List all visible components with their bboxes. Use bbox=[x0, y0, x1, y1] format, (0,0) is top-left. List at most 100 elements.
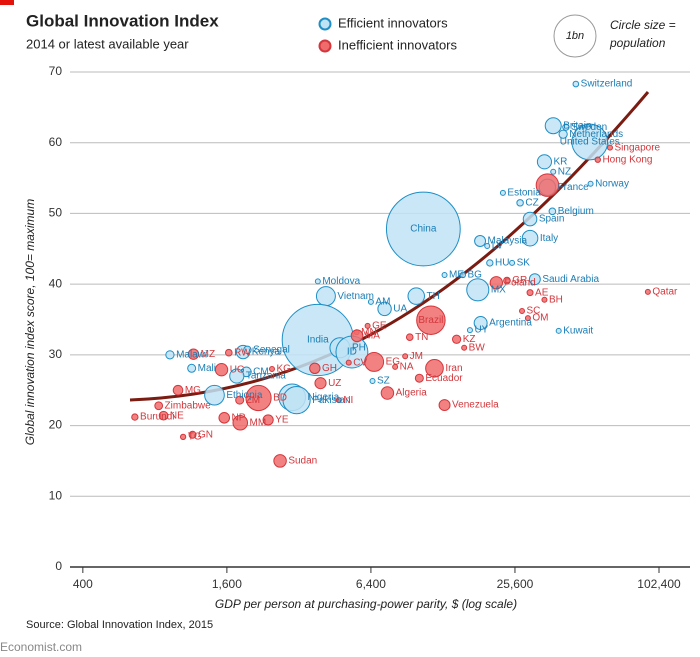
point-label: Switzerland bbox=[581, 79, 633, 90]
legend-marker bbox=[318, 17, 332, 31]
size-legend-label: 1bn bbox=[566, 30, 584, 42]
bubble bbox=[172, 384, 184, 396]
point-label: Singapore bbox=[615, 142, 661, 153]
point-label: ZM bbox=[246, 395, 260, 406]
bubble bbox=[350, 329, 364, 343]
point-label: Kuwait bbox=[563, 325, 593, 336]
point-label: NE bbox=[170, 410, 184, 421]
y-tick-label: 40 bbox=[49, 276, 63, 290]
bubble bbox=[461, 344, 468, 351]
grid: 0 10 20 30 40 50 60 70 400 1,600 6,400 25,600 102,40… bbox=[49, 64, 690, 591]
point-label: Pakistan bbox=[312, 395, 350, 406]
point-label: JM bbox=[410, 351, 423, 362]
point-label: Nigeria bbox=[307, 392, 339, 403]
point-label: UZ bbox=[328, 378, 341, 389]
point-label: Mali bbox=[198, 363, 216, 374]
y-tick-label: 50 bbox=[49, 206, 63, 220]
bubble bbox=[245, 384, 272, 412]
bubble bbox=[392, 363, 399, 370]
bubble bbox=[385, 191, 461, 267]
point-label: ME bbox=[449, 270, 464, 281]
point-label: Malawi bbox=[176, 349, 207, 360]
point-label: Poland bbox=[505, 277, 536, 288]
bubble bbox=[335, 397, 342, 404]
point-label: MX bbox=[491, 284, 506, 295]
point-label: GN bbox=[198, 429, 213, 440]
bubble bbox=[524, 315, 531, 322]
point-label: China bbox=[410, 224, 437, 235]
y-tick-label: 30 bbox=[49, 347, 63, 361]
brand-bar bbox=[0, 0, 14, 5]
point-label: Saudi Arabia bbox=[542, 274, 599, 285]
point-label: HU bbox=[495, 258, 509, 269]
bubble bbox=[473, 316, 488, 331]
x-axis-label: GDP per person at purchasing-power parit… bbox=[215, 597, 517, 611]
point-label: Venezuela bbox=[452, 400, 499, 411]
bubble bbox=[364, 322, 371, 329]
credit: Economist.com bbox=[0, 640, 82, 654]
bubble bbox=[466, 327, 473, 334]
bubble bbox=[131, 413, 139, 421]
bubble bbox=[345, 359, 352, 366]
point-label: CZ bbox=[525, 197, 538, 208]
point-label: Zimbabwe bbox=[165, 400, 212, 411]
bubble bbox=[425, 358, 444, 378]
point-label: GE bbox=[372, 321, 387, 332]
bubble bbox=[509, 259, 516, 266]
point-label: TN bbox=[415, 332, 428, 343]
point-label: CV bbox=[353, 357, 367, 368]
bubble bbox=[644, 288, 651, 295]
bubble bbox=[243, 345, 252, 355]
point-label: SC bbox=[527, 306, 541, 317]
point-label: TH bbox=[426, 291, 439, 302]
bubble bbox=[377, 301, 392, 317]
bubble bbox=[484, 242, 491, 249]
source: Source: Global Innovation Index, 2015 bbox=[26, 619, 213, 631]
point-label: Sweden bbox=[571, 122, 607, 133]
x-tick-label: 102,400 bbox=[637, 577, 681, 591]
point-label: BH bbox=[549, 294, 563, 305]
bubble bbox=[314, 377, 327, 390]
point-label: TG bbox=[188, 432, 202, 443]
point-label: KZ bbox=[463, 334, 476, 345]
bubble bbox=[364, 351, 385, 372]
point-label: BW bbox=[469, 342, 486, 353]
bubble bbox=[594, 156, 601, 163]
point-label: Britain bbox=[563, 120, 591, 131]
y-tick-label: 60 bbox=[49, 135, 63, 149]
point-label: BD bbox=[273, 393, 287, 404]
point-label: GH bbox=[322, 363, 337, 374]
x-tick-label: 1,600 bbox=[212, 577, 242, 591]
point-label: EG bbox=[386, 357, 401, 368]
size-legend-text: population bbox=[609, 36, 666, 50]
bubble bbox=[548, 207, 557, 216]
point-label: MZ bbox=[201, 349, 215, 360]
bubble bbox=[188, 430, 197, 439]
bubble bbox=[438, 399, 451, 412]
bubble bbox=[235, 395, 245, 405]
bubble bbox=[218, 412, 231, 424]
bubble bbox=[441, 271, 448, 278]
bubble bbox=[558, 129, 568, 139]
x-tick-label: 25,600 bbox=[497, 577, 534, 591]
bubble bbox=[309, 362, 321, 374]
legend-label: Inefficient innovators bbox=[338, 37, 457, 52]
point-label: Norway bbox=[595, 178, 629, 189]
point-label: NA bbox=[400, 362, 414, 373]
point-label: Tanzania bbox=[246, 371, 286, 382]
bubble bbox=[562, 123, 570, 131]
point-label: NZ bbox=[558, 166, 571, 177]
size-legend-text: Circle size = bbox=[610, 18, 676, 32]
bubble bbox=[535, 173, 560, 197]
bubble bbox=[516, 199, 524, 207]
bubble bbox=[526, 289, 534, 297]
point-label: SZ bbox=[377, 376, 390, 387]
y-tick-label: 10 bbox=[49, 488, 63, 502]
x-tick-label: 6,400 bbox=[356, 577, 386, 591]
bubble bbox=[315, 286, 336, 307]
point-label: NP bbox=[232, 412, 246, 423]
bubble bbox=[224, 348, 233, 357]
bubble bbox=[229, 368, 245, 384]
point-label: Ethiopia bbox=[226, 390, 263, 401]
point-label: PH bbox=[352, 342, 366, 353]
